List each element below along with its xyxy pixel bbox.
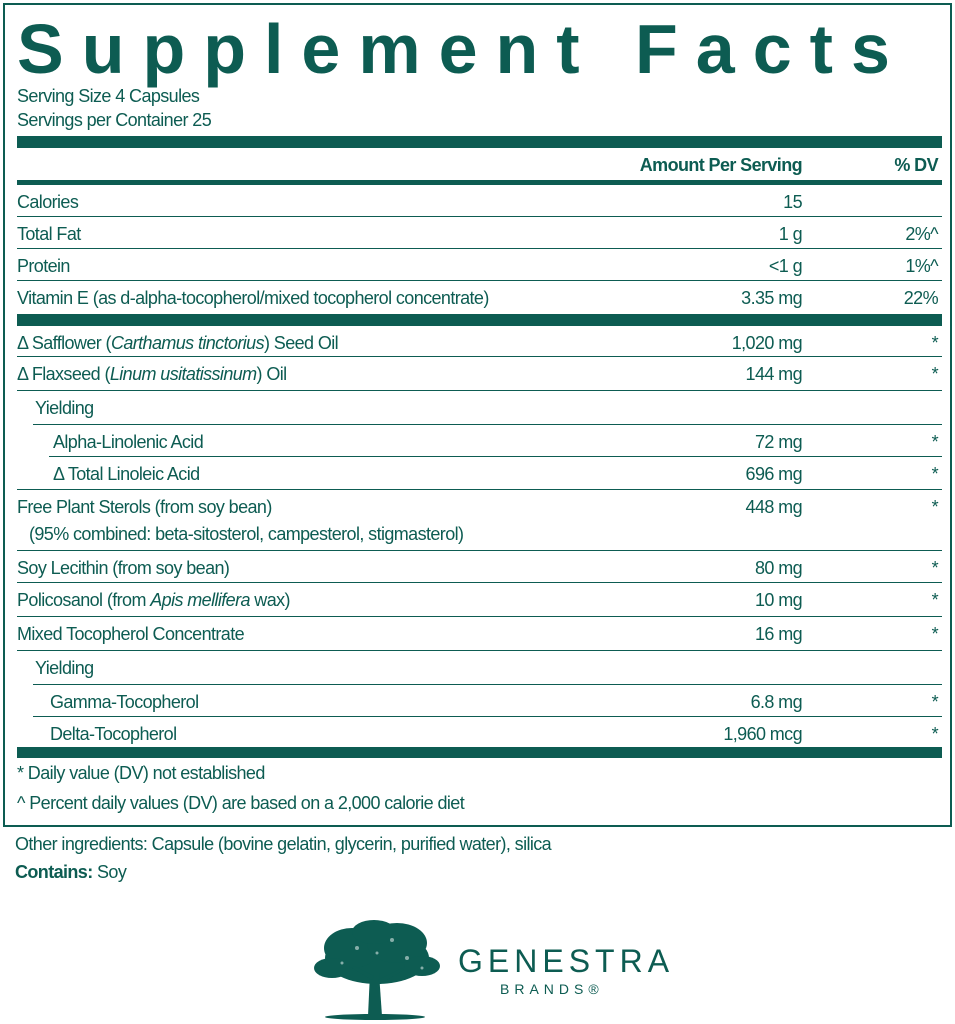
table-row: Yielding: [17, 651, 942, 685]
row-amount: 1 g: [778, 224, 803, 244]
allergen-statement: Contains: Soy: [15, 862, 127, 883]
row-label: Delta-Tocopherol: [50, 724, 177, 744]
footnote-calorie: ^ Percent daily values (DV) are based on…: [17, 793, 465, 813]
table-row: Calories 15: [17, 185, 942, 217]
row-amount: 144 mg: [745, 364, 803, 384]
table-row: Free Plant Sterols (from soy bean) (95% c…: [17, 490, 942, 551]
row-dv: 2%^: [905, 224, 938, 244]
row-dv: 22%: [903, 288, 939, 308]
row-label: Free Plant Sterols (from soy bean): [17, 497, 272, 517]
row-amount: 448 mg: [745, 497, 803, 517]
row-label: Soy Lecithin (from soy bean): [17, 558, 230, 578]
servings-per-container: Servings per Container 25: [17, 110, 212, 130]
brand-subtitle: BRANDS®: [500, 981, 604, 997]
table-row: Protein <1 g 1%^: [17, 249, 942, 281]
table-row: Soy Lecithin (from soy bean) 80 mg *: [17, 551, 942, 583]
row-amount: 72 mg: [754, 432, 803, 452]
row-label: Gamma-Tocopherol: [50, 692, 199, 712]
row-label: Calories: [17, 192, 79, 212]
row-amount: 6.8 mg: [750, 692, 803, 712]
supplement-facts-panel: Supplement Facts Serving Size 4 Capsules…: [3, 3, 952, 827]
table-row: Mixed Tocopherol Concentrate 16 mg *: [17, 617, 942, 651]
amount-header: Amount Per Serving: [639, 155, 803, 175]
row-amount: 1,020 mg: [731, 333, 803, 353]
row-sublabel: (95% combined: beta-sitosterol, campeste…: [29, 524, 464, 544]
table-row: Total Fat 1 g 2%^: [17, 217, 942, 249]
row-amount: 15: [783, 192, 802, 212]
row-label: Yielding: [35, 658, 94, 678]
row-label: Δ Total Linoleic Acid: [53, 464, 200, 484]
row-dv: *: [931, 464, 939, 484]
row-dv: *: [931, 558, 939, 578]
contains-value: Soy: [92, 862, 127, 882]
row-label: Policosanol (from Apis mellifera wax): [17, 590, 291, 610]
row-label: Alpha-Linolenic Acid: [53, 432, 204, 452]
divider-thick: [17, 136, 942, 148]
table-row: Alpha-Linolenic Acid 72 mg *: [17, 425, 942, 457]
row-label: Vitamin E (as d-alpha-tocopherol/mixed t…: [17, 288, 489, 308]
row-amount: 10 mg: [754, 590, 803, 610]
table-row: Yielding: [17, 391, 942, 425]
footnote-dv: * Daily value (DV) not established: [17, 763, 265, 783]
row-label: Δ Safflower (Carthamus tinctorius) Seed …: [17, 333, 339, 353]
row-amount: 16 mg: [754, 624, 803, 644]
divider-thick: [17, 747, 942, 758]
row-dv: *: [931, 692, 939, 712]
row-dv: 1%^: [905, 256, 938, 276]
table-row: Policosanol (from Apis mellifera wax) 10 …: [17, 583, 942, 617]
row-label: Mixed Tocopherol Concentrate: [17, 624, 245, 644]
other-ingredients: Other ingredients: Capsule (bovine gelat…: [15, 834, 552, 854]
row-amount: 696 mg: [745, 464, 803, 484]
nutrient-table: Amount Per Serving % DV Calories 15 Total…: [17, 148, 942, 758]
row-label: Δ Flaxseed (Linum usitatissinum) Oil: [17, 364, 287, 384]
row-amount: 1,960 mcg: [723, 724, 802, 744]
row-label: Protein: [17, 256, 70, 276]
brand-name: GENESTRA: [458, 943, 675, 979]
row-dv: *: [931, 724, 939, 744]
table-row: Δ Safflower (Carthamus tinctorius) Seed …: [17, 326, 942, 357]
row-label: Total Fat: [17, 224, 81, 244]
table-row: Gamma-Tocopherol 6.8 mg *: [17, 685, 942, 717]
row-dv: *: [931, 590, 939, 610]
row-dv: *: [931, 497, 939, 517]
table-row: Vitamin E (as d-alpha-tocopherol/mixed t…: [17, 281, 942, 314]
serving-size: Serving Size 4 Capsules: [17, 86, 200, 106]
divider-medium: [17, 180, 942, 185]
panel-title: Supplement Facts: [17, 10, 908, 88]
table-row: Δ Flaxseed (Linum usitatissinum) Oil 144 …: [17, 357, 942, 391]
divider-thick: [17, 314, 942, 326]
row-amount: 3.35 mg: [741, 288, 802, 308]
tree-logo-icon: [314, 920, 440, 1020]
table-row: Delta-Tocopherol 1,960 mcg *: [17, 717, 942, 747]
row-dv: *: [931, 624, 939, 644]
row-dv: *: [931, 432, 939, 452]
table-header: Amount Per Serving % DV: [17, 148, 942, 180]
row-amount: <1 g: [768, 256, 803, 276]
table-row: Δ Total Linoleic Acid 696 mg *: [17, 457, 942, 490]
row-amount: 80 mg: [754, 558, 803, 578]
row-dv: *: [931, 364, 939, 384]
row-dv: *: [931, 333, 939, 353]
dv-header: % DV: [894, 155, 938, 175]
contains-label: Contains:: [15, 862, 93, 882]
row-label: Yielding: [35, 398, 94, 418]
